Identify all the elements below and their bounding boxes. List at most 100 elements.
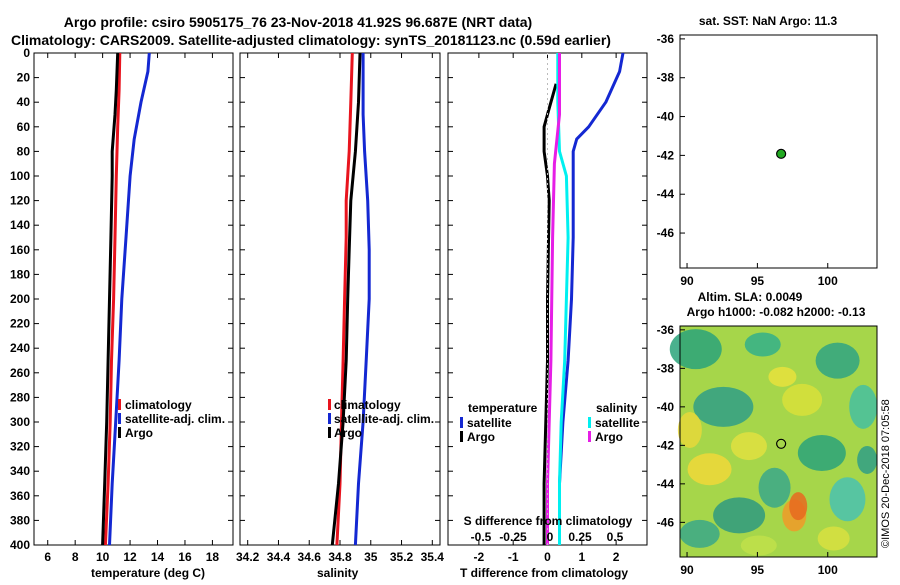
sla-map-title-2: Argo h1000: -0.082 h2000: -0.13 [687, 305, 866, 319]
salinity-panel: 34.2 34.4 34.6 34.8 35 35.2 35.4 climatologysat… [236, 52, 445, 564]
depth-tick-label: 180 [10, 267, 30, 281]
x-tick-label: 12 [123, 550, 137, 564]
x-tick-label: 0 [544, 550, 551, 564]
depth-tick-label: 380 [10, 513, 30, 527]
lat-tick-label: -46 [657, 515, 675, 529]
lat-tick-label: -44 [657, 477, 675, 491]
sla-field-blob [713, 497, 766, 534]
x-tick-label: 1 [578, 550, 585, 564]
argo-position-marker [776, 438, 787, 449]
x-tick-label: 18 [206, 550, 220, 564]
depth-tick-label: 140 [10, 218, 30, 232]
temperature-series-climatology [103, 52, 122, 546]
lon-tick-label: 100 [818, 274, 838, 288]
legend-temperature-title: temperature [468, 401, 538, 415]
sla-field-blob [817, 526, 850, 551]
sla-field-blob [740, 535, 777, 556]
x-tick-label: 10 [96, 550, 110, 564]
lat-tick-label: -38 [657, 71, 675, 85]
depth-tick-label: 300 [10, 415, 30, 429]
x-tick-label: 34.6 [298, 550, 322, 564]
sla-field-blob [687, 453, 732, 486]
sst-map-title: sat. SST: NaN Argo: 11.3 [699, 14, 838, 28]
lat-tick-label: -38 [657, 361, 675, 375]
sla-field-blob [815, 342, 860, 379]
legend-label: climatology [334, 398, 401, 412]
x-tick-label: 35 [364, 550, 378, 564]
legend-label: satellite [595, 416, 640, 430]
diff-legend-titles: temperature salinity [468, 401, 638, 415]
depth-tick-label: 100 [10, 169, 30, 183]
s-tick-label: -0.5 [471, 530, 492, 544]
title-line-2: Climatology: CARS2009. Satellite-adjuste… [11, 32, 611, 48]
legend-label: satellite-adj. clim. [334, 412, 434, 426]
s-tick-label: 0 [547, 530, 554, 544]
depth-tick-label: 340 [10, 464, 30, 478]
x-tick-label: 35.2 [390, 550, 414, 564]
s-tick-label: 0.25 [568, 530, 592, 544]
lat-tick-label: -40 [657, 400, 675, 414]
legend-swatch [328, 427, 331, 438]
lon-tick-label: 95 [751, 563, 765, 577]
salinity-series-argo [330, 52, 362, 546]
legend-label: Argo [125, 426, 153, 440]
lat-tick-label: -36 [657, 323, 675, 337]
depth-tick-label: 280 [10, 390, 30, 404]
legend-salinity-title: salinity [596, 401, 638, 415]
legend-swatch [460, 417, 463, 428]
depth-tick-label: 40 [17, 95, 31, 109]
map-frame [679, 34, 878, 269]
legend-label: Argo [595, 430, 623, 444]
x-tick-label: 8 [72, 550, 79, 564]
sla-field-blob [730, 432, 767, 461]
legend-label: satellite-adj. clim. [125, 412, 225, 426]
lat-tick-label: -42 [657, 438, 675, 452]
legend-swatch [118, 427, 121, 438]
lat-tick-label: -40 [657, 110, 675, 124]
x-tick-label: 35.4 [421, 550, 445, 564]
legend-swatch [118, 413, 121, 424]
sla-field-blob [744, 332, 781, 357]
sla-map-panel: 90 95 100 -36 -38 -40 -42 -44 -46 [657, 323, 878, 577]
temperature-series-satellite-adj-clim- [108, 52, 151, 546]
sla-field-blob [677, 411, 702, 448]
depth-tick-label: 240 [10, 341, 30, 355]
s-difference-ticks: -0.5 -0.25 0 0.25 0.5 [471, 530, 624, 544]
lat-tick-label: -42 [657, 148, 675, 162]
sla-map-title-1: Altim. SLA: 0.0049 [698, 290, 803, 304]
x-tick-label: -2 [474, 550, 485, 564]
argo-position-marker [776, 148, 787, 159]
lat-tick-label: -46 [657, 226, 675, 240]
difference-series-t-satellite [558, 52, 625, 545]
temperature-series-argo [101, 52, 120, 546]
sla-field-blob [693, 386, 754, 427]
lat-tick-label: -36 [657, 32, 675, 46]
x-tick-label: 34.2 [236, 550, 260, 564]
temperature-panel: 0 20 40 60 80 100 120 140 160 180 200 220 240 260 280 3… [10, 46, 234, 564]
temperature-xlabel: temperature (deg C) [91, 566, 205, 580]
s-difference-label: S difference from climatology [464, 514, 633, 528]
legend-label: Argo [334, 426, 362, 440]
x-tick-label: 34.4 [267, 550, 291, 564]
lon-tick-label: 90 [680, 563, 694, 577]
depth-tick-label: 20 [17, 71, 31, 85]
s-tick-label: 0.5 [607, 530, 624, 544]
depth-tick-label: 160 [10, 243, 30, 257]
x-tick-label: 14 [151, 550, 165, 564]
depth-tick-label: 200 [10, 292, 30, 306]
legend-swatch [588, 417, 591, 428]
sla-field-blob [857, 445, 878, 474]
depth-tick-label: 400 [10, 538, 30, 552]
x-tick-label: 34.8 [328, 550, 352, 564]
x-tick-label: 2 [613, 550, 620, 564]
sla-field-blob [829, 477, 866, 522]
lat-tick-label: -44 [657, 187, 675, 201]
sla-field-blob [797, 435, 846, 472]
sla-field-blob [669, 329, 722, 370]
difference-series-t-argo [542, 83, 558, 545]
depth-tick-label: 120 [10, 194, 30, 208]
sla-field-blob [782, 383, 823, 416]
